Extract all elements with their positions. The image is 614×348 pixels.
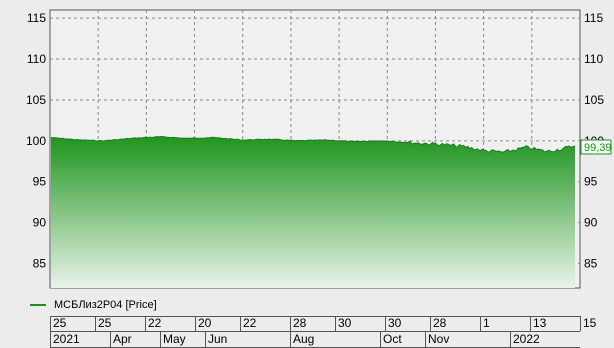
y-tick-label-right: 90	[584, 216, 598, 230]
x-tick-day: 15	[580, 316, 596, 331]
x-axis-row-line	[50, 316, 580, 317]
price-chart: 115 110 105 100 95 90 85 115 110 105 100 95 90 85 99…	[26, 9, 612, 289]
y-tick-label-left: 100	[26, 134, 46, 148]
y-tick-label-left: 105	[26, 93, 46, 107]
y-tick-label-right: 105	[584, 93, 604, 107]
y-tick-label-right: 95	[584, 175, 598, 189]
price-line	[50, 135, 576, 153]
x-tick-month: 2021	[50, 332, 80, 347]
x-tick-day: 1	[480, 316, 490, 331]
y-tick-label-left: 110	[27, 52, 46, 66]
x-tick-day: 22	[145, 316, 161, 331]
x-tick-day: 30	[335, 316, 351, 331]
y-axis-left: 115 110 105 100 95 90 85	[26, 11, 46, 270]
x-tick-day: 28	[290, 316, 306, 331]
x-tick-month: Jun	[205, 332, 227, 347]
x-tick-day: 28	[430, 316, 446, 331]
x-tick-month: Apr	[110, 332, 132, 347]
legend-line-swatch	[30, 304, 46, 306]
y-tick-label-right: 115	[584, 11, 603, 25]
y-tick-label-left: 115	[27, 11, 46, 25]
legend: МСБЛиз2Р04 [Price]	[30, 298, 157, 312]
x-tick-month: Oct	[380, 332, 402, 347]
last-price-tag: 99,39	[580, 139, 612, 155]
x-tick-month: Aug	[290, 332, 314, 347]
x-axis-row-line	[50, 331, 580, 332]
y-tick-label-left: 85	[33, 256, 47, 270]
y-tick-label-left: 95	[33, 175, 47, 189]
y-tick-label-right: 110	[584, 52, 603, 66]
x-tick-month: Nov	[425, 332, 449, 347]
y-tick-label-right: 85	[584, 256, 598, 270]
x-tick-day: 25	[50, 316, 66, 331]
x-tick-day: 30	[385, 316, 401, 331]
price-area	[51, 136, 575, 288]
x-tick-day: 22	[240, 316, 256, 331]
x-tick-day: 25	[95, 316, 111, 331]
x-tick-month: May	[160, 332, 186, 347]
x-axis: 25 25 22 20 22 28 30 30 28 1 13 15 2021 Apr May Jun Aug O…	[50, 316, 596, 348]
x-tick-day: 13	[530, 316, 546, 331]
last-price-box	[580, 139, 612, 155]
x-tick-day: 20	[195, 316, 211, 331]
y-tick-label-left: 90	[33, 216, 47, 230]
x-tick-month: 2022	[510, 332, 540, 347]
last-price-label: 99,39	[584, 142, 612, 154]
legend-series-label: МСБЛиз2Р04 [Price]	[54, 299, 157, 311]
